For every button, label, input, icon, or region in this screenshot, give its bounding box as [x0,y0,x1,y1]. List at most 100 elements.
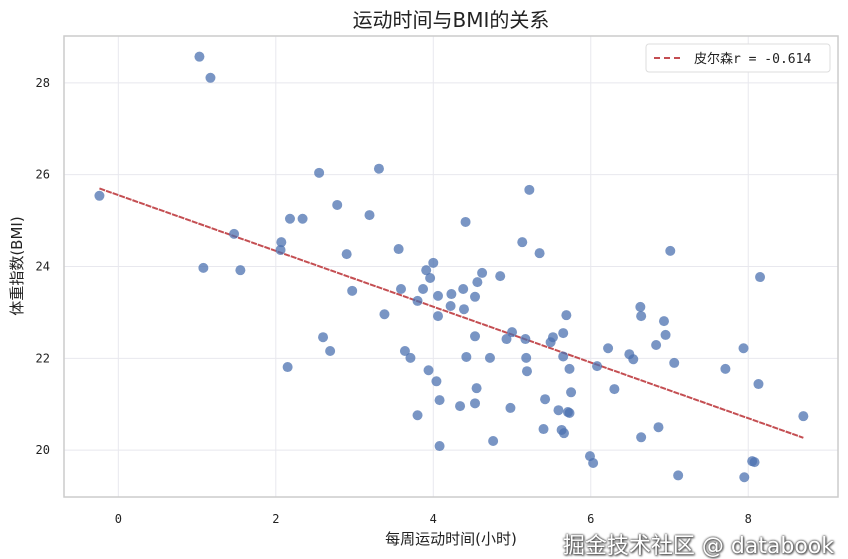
data-point [477,267,488,278]
data-point [318,332,329,343]
data-point [547,332,558,343]
data-point [423,365,434,376]
y-tick-label: 24 [36,260,50,274]
data-point [275,244,286,255]
data-point [446,289,457,300]
data-point [653,422,664,433]
data-point [673,470,684,481]
data-point [592,361,603,372]
data-point [431,376,442,387]
data-point [520,334,531,345]
data-point [609,384,620,395]
data-point [284,213,295,224]
data-point [753,379,764,390]
data-point [558,428,569,439]
chart-title: 运动时间与BMI的关系 [353,8,550,32]
data-point [669,357,680,368]
grid [64,36,838,497]
data-point [412,295,423,306]
x-tick-label: 0 [115,512,122,526]
y-tick-label: 26 [36,168,50,182]
data-point [433,290,444,301]
y-tick-label: 20 [36,443,50,457]
data-point [660,329,671,340]
x-ticks: 0 2 4 6 8 [115,512,752,526]
data-point [564,363,575,374]
x-axis-label: 每周运动时间(小时) [385,530,517,548]
data-point [421,265,432,276]
data-point [460,216,471,227]
data-point [651,340,662,351]
data-point [396,283,407,294]
data-point [425,272,436,283]
data-point [588,458,599,469]
data-point [455,401,466,412]
data-point [393,244,404,255]
data-point [739,472,750,483]
data-point [418,283,429,294]
data-point [341,249,352,260]
y-ticks: 20 22 24 26 28 [36,76,50,457]
data-point [521,366,532,377]
data-point [553,405,564,416]
trendline [99,187,804,439]
data-point [458,304,469,315]
data-point [658,316,669,327]
y-tick-label: 28 [36,76,50,90]
data-point [635,301,646,312]
data-point [755,272,766,283]
data-point [558,351,569,362]
data-point [521,352,532,363]
data-point [495,271,506,282]
data-point [798,411,809,422]
data-point [501,334,512,345]
watermark: 掘金技术社区 @ databook [562,534,834,559]
data-point [470,331,481,342]
y-tick-label: 22 [36,351,50,365]
data-point [229,228,240,239]
data-point [198,262,209,273]
legend: 皮尔森r = -0.614 [645,43,831,73]
data-point [282,362,293,373]
data-point [628,354,639,365]
data-point [561,310,572,321]
data-point [524,184,535,195]
x-tick-label: 6 [587,512,594,526]
data-point [434,441,445,452]
data-point [507,327,518,338]
data-point [472,277,483,288]
data-point [564,407,575,418]
data-point [749,457,760,468]
data-point [461,351,472,362]
data-point [276,237,287,248]
data-point [636,311,647,322]
data-point [445,300,456,311]
data-point [205,72,216,83]
data-point [194,51,205,62]
y-axis-label: 体重指数(BMI) [8,216,26,315]
data-point [297,213,308,224]
data-point [636,432,647,443]
data-point [94,190,105,201]
data-point [379,309,390,320]
data-point [534,248,545,259]
data-point [471,383,482,394]
data-point [373,163,384,174]
data-point [347,285,358,296]
x-tick-label: 2 [272,512,279,526]
data-point [558,328,569,339]
x-tick-label: 4 [430,512,437,526]
trend-line [99,187,804,439]
data-point [738,343,749,354]
data-point [517,237,528,248]
data-point [314,167,325,178]
data-point [603,343,614,354]
data-point [428,257,439,268]
data-point [470,291,481,302]
data-point [399,345,410,356]
legend-box [645,43,831,73]
data-point [720,363,731,374]
data-point [540,394,551,405]
data-point [325,345,336,356]
